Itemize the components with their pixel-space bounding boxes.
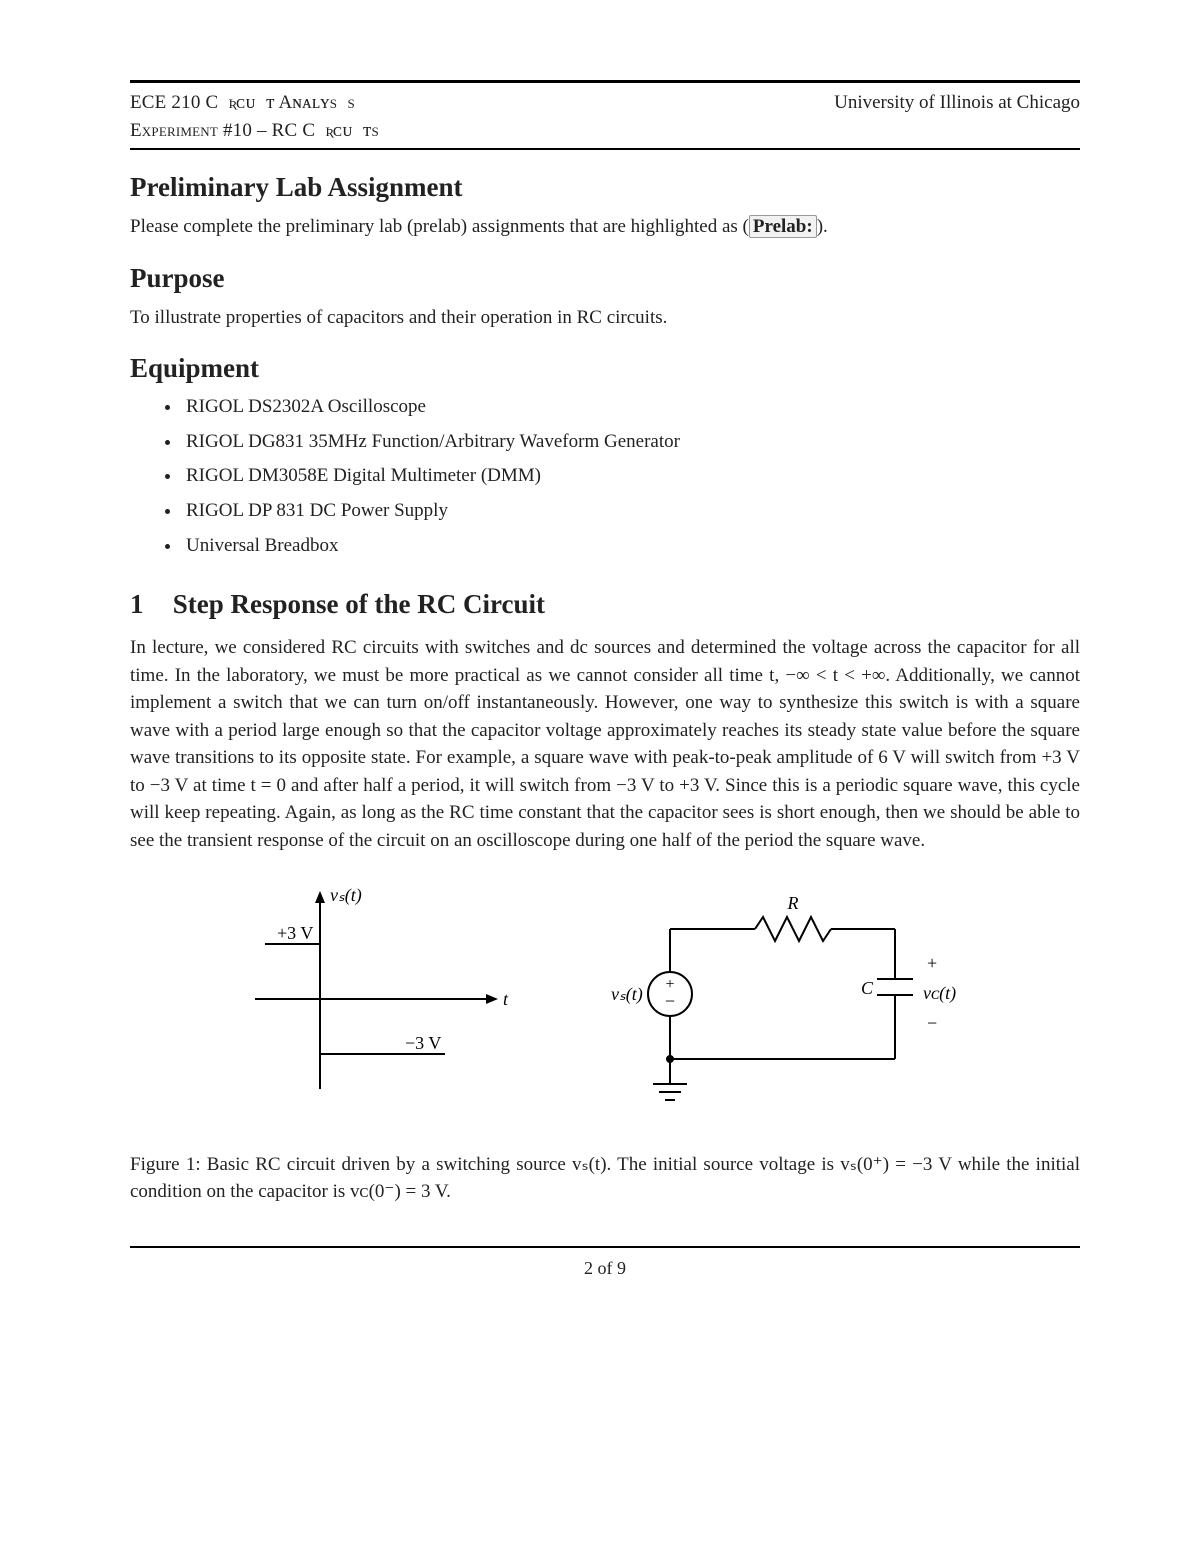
- figure-1: vₛ(t) t +3 V −3 V + −: [130, 879, 1080, 1139]
- experiment-title: Experiment #10 – RC Cɪʀᴄᴜɪᴛs: [130, 120, 379, 141]
- circuit-R-label: R: [787, 893, 799, 913]
- equipment-list: RIGOL DS2302A Oscilloscope RIGOL DG831 3…: [130, 394, 1080, 559]
- prelab-text-after: ).: [817, 216, 828, 237]
- circuit-vs-label: vₛ(t): [611, 984, 643, 1005]
- list-item: RIGOL DS2302A Oscilloscope: [182, 394, 1080, 421]
- prelab-text: Please complete the preliminary lab (pre…: [130, 213, 1080, 241]
- page-root: ECE 210 Cɪʀᴄᴜɪᴛ Aɴᴀʟʏsɪs Experiment #10 …: [0, 0, 1200, 1553]
- heading-purpose: Purpose: [130, 263, 1080, 294]
- waveform-t-label: t: [503, 989, 509, 1009]
- circuit-vc-label: vᴄ(t): [923, 983, 956, 1004]
- section-title: Step Response of the RC Circuit: [173, 589, 545, 619]
- list-item: RIGOL DG831 35MHz Function/Arbitrary Wav…: [182, 429, 1080, 456]
- prelab-tag: Prelab:: [749, 215, 817, 238]
- list-item: Universal Breadbox: [182, 533, 1080, 560]
- figure-1-caption: Figure 1: Basic RC circuit driven by a s…: [130, 1151, 1080, 1206]
- purpose-text: To illustrate properties of capacitors a…: [130, 304, 1080, 332]
- page-header: ECE 210 Cɪʀᴄᴜɪᴛ Aɴᴀʟʏsɪs Experiment #10 …: [130, 83, 1080, 148]
- figure-1-waveform: vₛ(t) t +3 V −3 V: [235, 879, 515, 1109]
- heading-prelab: Preliminary Lab Assignment: [130, 172, 1080, 203]
- page-footer: 2 of 9: [130, 1248, 1080, 1279]
- waveform-neg-label: −3 V: [405, 1033, 441, 1053]
- circuit-minus-label: −: [927, 1013, 937, 1033]
- heading-equipment: Equipment: [130, 353, 1080, 384]
- header-right: University of Illinois at Chicago: [834, 89, 1080, 144]
- figure-1-circuit: + −: [575, 879, 975, 1139]
- university-name: University of Illinois at Chicago: [834, 92, 1080, 113]
- svg-text:−: −: [665, 991, 675, 1011]
- list-item: RIGOL DM3058E Digital Multimeter (DMM): [182, 463, 1080, 490]
- waveform-vs-label: vₛ(t): [330, 885, 362, 906]
- section1-paragraph: In lecture, we considered RC circuits wi…: [130, 634, 1080, 854]
- heading-section-1: 1 Step Response of the RC Circuit: [130, 589, 1080, 620]
- list-item: RIGOL DP 831 DC Power Supply: [182, 498, 1080, 525]
- header-rule-bottom: [130, 148, 1080, 150]
- section-number: 1: [130, 589, 166, 620]
- circuit-plus-label: +: [927, 953, 937, 973]
- page-number: 2 of 9: [584, 1258, 626, 1278]
- circuit-C-label: C: [861, 978, 874, 998]
- header-left: ECE 210 Cɪʀᴄᴜɪᴛ Aɴᴀʟʏsɪs Experiment #10 …: [130, 89, 379, 144]
- waveform-pos-label: +3 V: [277, 923, 313, 943]
- course-code: ECE 210 Cɪʀᴄᴜɪᴛ Aɴᴀʟʏsɪs: [130, 92, 355, 113]
- prelab-text-before: Please complete the preliminary lab (pre…: [130, 216, 749, 237]
